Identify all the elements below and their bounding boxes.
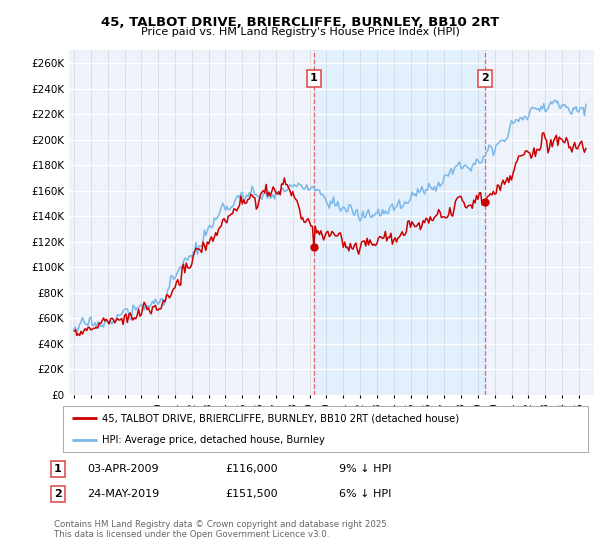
Text: 24-MAY-2019: 24-MAY-2019 <box>87 489 159 499</box>
Bar <box>314 50 485 395</box>
Text: Price paid vs. HM Land Registry's House Price Index (HPI): Price paid vs. HM Land Registry's House … <box>140 27 460 37</box>
Text: £116,000: £116,000 <box>225 464 278 474</box>
Text: 45, TALBOT DRIVE, BRIERCLIFFE, BURNLEY, BB10 2RT (detached house): 45, TALBOT DRIVE, BRIERCLIFFE, BURNLEY, … <box>103 413 460 423</box>
Text: 2: 2 <box>54 489 62 499</box>
Text: 2: 2 <box>481 73 489 83</box>
Text: 1: 1 <box>310 73 318 83</box>
Text: £151,500: £151,500 <box>225 489 278 499</box>
Text: 03-APR-2009: 03-APR-2009 <box>87 464 158 474</box>
Text: 6% ↓ HPI: 6% ↓ HPI <box>339 489 391 499</box>
Text: Contains HM Land Registry data © Crown copyright and database right 2025.
This d: Contains HM Land Registry data © Crown c… <box>54 520 389 539</box>
Text: 9% ↓ HPI: 9% ↓ HPI <box>339 464 391 474</box>
Text: 1: 1 <box>54 464 62 474</box>
Text: 45, TALBOT DRIVE, BRIERCLIFFE, BURNLEY, BB10 2RT: 45, TALBOT DRIVE, BRIERCLIFFE, BURNLEY, … <box>101 16 499 29</box>
Text: HPI: Average price, detached house, Burnley: HPI: Average price, detached house, Burn… <box>103 435 325 445</box>
